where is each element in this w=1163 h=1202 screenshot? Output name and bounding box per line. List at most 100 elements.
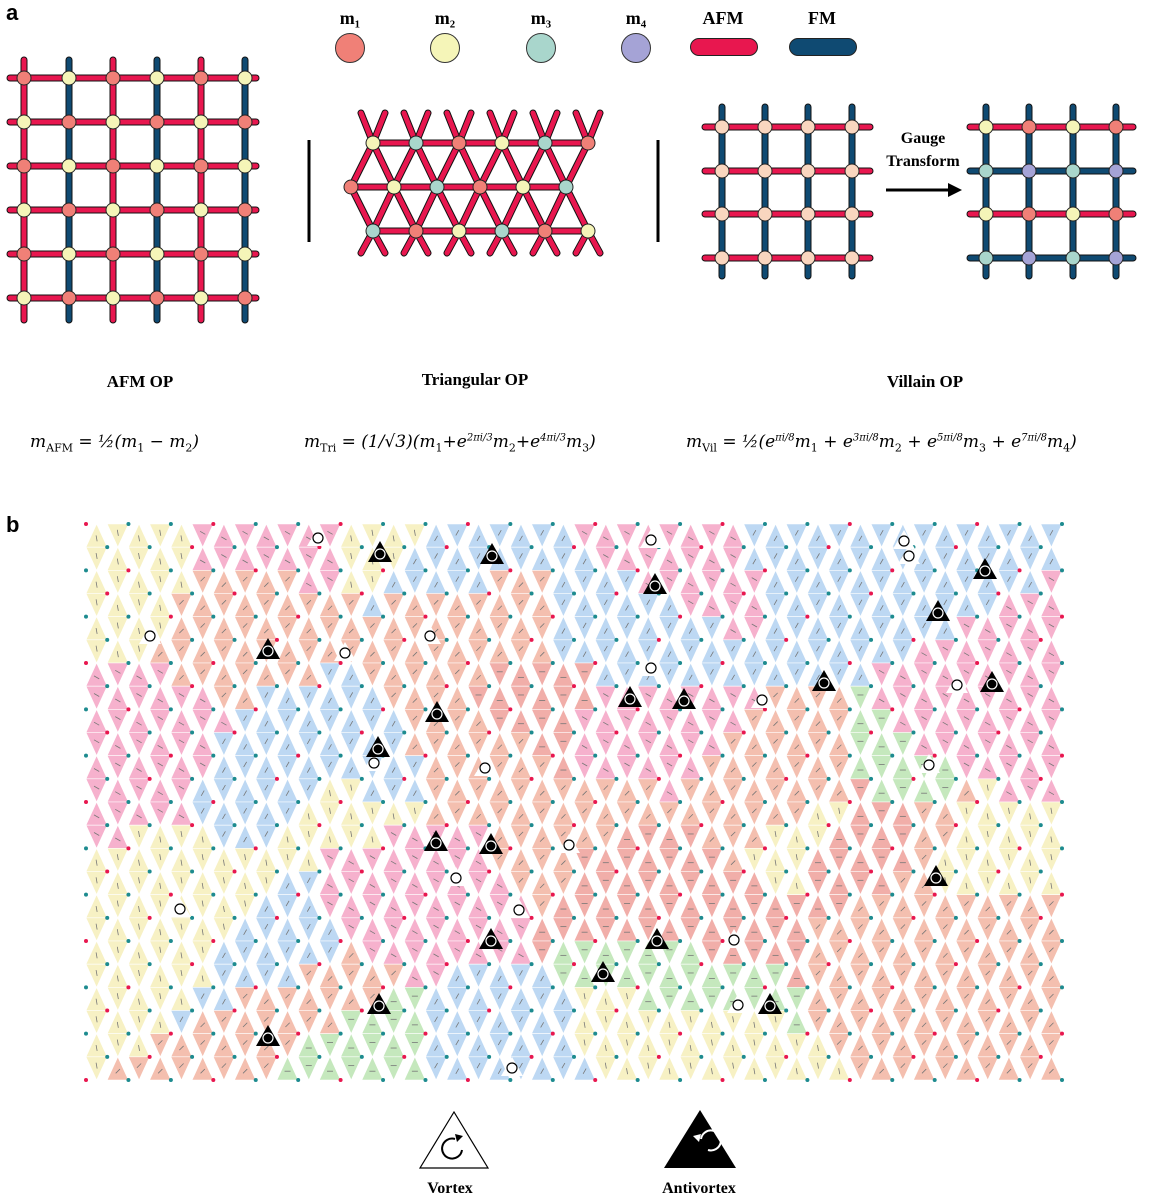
- domain-triangle: [425, 546, 448, 572]
- legend-swatch-m4: [621, 33, 651, 63]
- spin-arrow: [858, 599, 863, 606]
- spin-arrow: [921, 1040, 927, 1045]
- spin-arrow: [350, 813, 353, 820]
- domain-triangle: [340, 1056, 363, 1081]
- spin-arrow: [730, 831, 736, 837]
- spin-arrow: [475, 953, 482, 958]
- spin-arrow: [687, 600, 694, 605]
- domain-triangle: [870, 616, 893, 641]
- spin-arrow: [794, 558, 799, 565]
- lattice-site-dot: [423, 753, 428, 758]
- domain-triangle: [382, 963, 405, 989]
- domain-triangle: [997, 1033, 1021, 1058]
- spin-arrow: [921, 854, 927, 860]
- spin-arrow: [285, 1040, 290, 1045]
- spin-arrow: [518, 646, 524, 652]
- domain-triangle: [361, 1033, 384, 1058]
- spin-arrow: [348, 924, 355, 929]
- domain-triangle: [106, 616, 129, 641]
- spin-arrow: [732, 1016, 735, 1023]
- domain-triangle: [849, 871, 872, 896]
- domain-triangle: [361, 894, 384, 919]
- spin-arrow: [965, 854, 968, 861]
- spin-arrow: [518, 860, 524, 866]
- domain-triangle: [531, 523, 554, 548]
- spin-arrow: [391, 767, 396, 773]
- lattice-site-dot: [678, 892, 683, 897]
- spin-arrow: [540, 975, 545, 982]
- spin-arrow: [816, 645, 820, 652]
- spin-arrow: [730, 767, 736, 773]
- lattice-site-dot: [147, 1054, 152, 1059]
- antivortex-marker: [366, 736, 390, 757]
- spin-arrow: [179, 1016, 184, 1023]
- lattice-site-dot: [296, 939, 301, 943]
- domain-triangle: [594, 871, 617, 896]
- domain-triangle: [679, 639, 702, 664]
- spin-arrow: [603, 554, 609, 558]
- lattice-site-dot: [211, 522, 216, 526]
- domain-triangle: [828, 662, 851, 687]
- domain-triangle: [700, 894, 723, 919]
- domain-triangle: [658, 1056, 681, 1081]
- domain-triangle: [212, 1056, 235, 1081]
- spin-arrow: [369, 901, 376, 906]
- domain-triangle: [191, 987, 214, 1012]
- spin-arrow: [328, 715, 332, 721]
- domain-triangle: [658, 894, 681, 919]
- spin-arrow: [242, 698, 248, 703]
- domain-triangle: [85, 639, 108, 664]
- lattice-site-dot: [784, 684, 789, 689]
- spin-arrow: [180, 998, 183, 1005]
- spin-arrow: [879, 993, 885, 999]
- spin-arrow: [836, 929, 842, 935]
- spin-arrow: [306, 923, 311, 930]
- domain-triangle: [1040, 709, 1063, 734]
- spin-arrow: [369, 930, 376, 935]
- lattice-site-dot: [508, 661, 513, 665]
- afm-lattice-site: [237, 202, 253, 218]
- spin-arrow: [626, 993, 628, 1000]
- spin-arrow: [159, 946, 162, 953]
- domain-triangle: [552, 1056, 575, 1081]
- spin-arrow: [285, 605, 290, 611]
- spin-arrow: [583, 1021, 586, 1028]
- lattice-site-dot: [847, 661, 852, 665]
- lattice-site-dot: [381, 522, 386, 526]
- antivortex-marker: [479, 833, 503, 854]
- domain-triangle: [722, 639, 745, 664]
- spin-arrow: [878, 669, 885, 674]
- domain-triangle: [1019, 1010, 1042, 1035]
- domain-triangle: [127, 778, 151, 803]
- antivortex-circle: [932, 607, 944, 619]
- gauge-lattice-site: [978, 250, 994, 266]
- domain-triangle: [212, 917, 235, 942]
- spin-arrow: [963, 669, 970, 674]
- domain-triangle: [679, 917, 702, 942]
- lattice-site-dot: [635, 522, 640, 526]
- spin-arrow: [433, 738, 439, 744]
- spin-arrow: [626, 1021, 628, 1028]
- domain-triangle: [891, 824, 914, 850]
- domain-triangle: [467, 1010, 490, 1035]
- domain-triangle: [976, 593, 999, 618]
- lattice-site-dot: [253, 707, 258, 712]
- spin-arrow: [95, 1045, 98, 1052]
- spin-arrow: [752, 558, 757, 565]
- domain-triangle: [382, 1010, 405, 1035]
- spin-arrow: [921, 947, 927, 953]
- spin-arrow: [136, 675, 142, 680]
- domain-triangle: [828, 848, 851, 873]
- spin-arrow: [604, 1062, 607, 1069]
- gauge-lattice-site: [1021, 206, 1037, 222]
- domain-triangle: [297, 871, 320, 896]
- vortex-marker: [334, 642, 356, 661]
- spin-arrow: [1048, 993, 1054, 999]
- spin-arrow: [159, 622, 162, 629]
- domain-triangle: [403, 616, 426, 641]
- spin-arrow: [328, 744, 332, 750]
- lattice-site-dot: [847, 707, 852, 712]
- antivortex-circle: [430, 837, 442, 849]
- lattice-site-dot: [423, 892, 428, 897]
